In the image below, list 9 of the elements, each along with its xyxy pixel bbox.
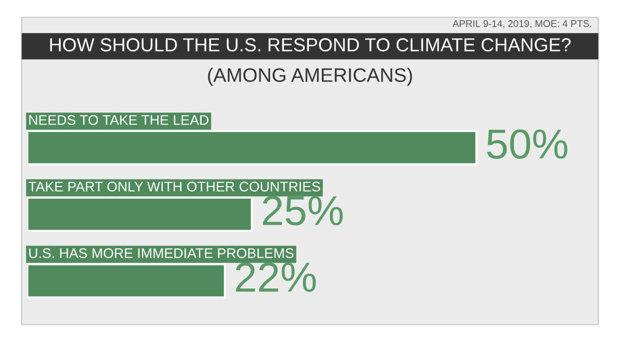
y-tick-label: TAKE PART ONLY WITH OTHER COUNTRIES [28,182,320,192]
y-tick-label: NEEDS TO TAKE THE LEAD [29,115,208,125]
data-label: 22% [236,262,316,292]
y-tick-label: U.S. HAS MORE IMMEDIATE PROBLEMS [29,248,294,258]
chart-subtitle: (AMONG AMERICANS) [208,68,412,86]
data-label: 50% [487,129,568,159]
data-label: 25% [262,196,343,226]
text: APRIL 9-14, 2019, MOE: 4 PTS. [452,20,592,28]
chart-title: HOW SHOULD THE U.S. RESPOND TO CLIMATE CHANGE? [50,38,571,52]
